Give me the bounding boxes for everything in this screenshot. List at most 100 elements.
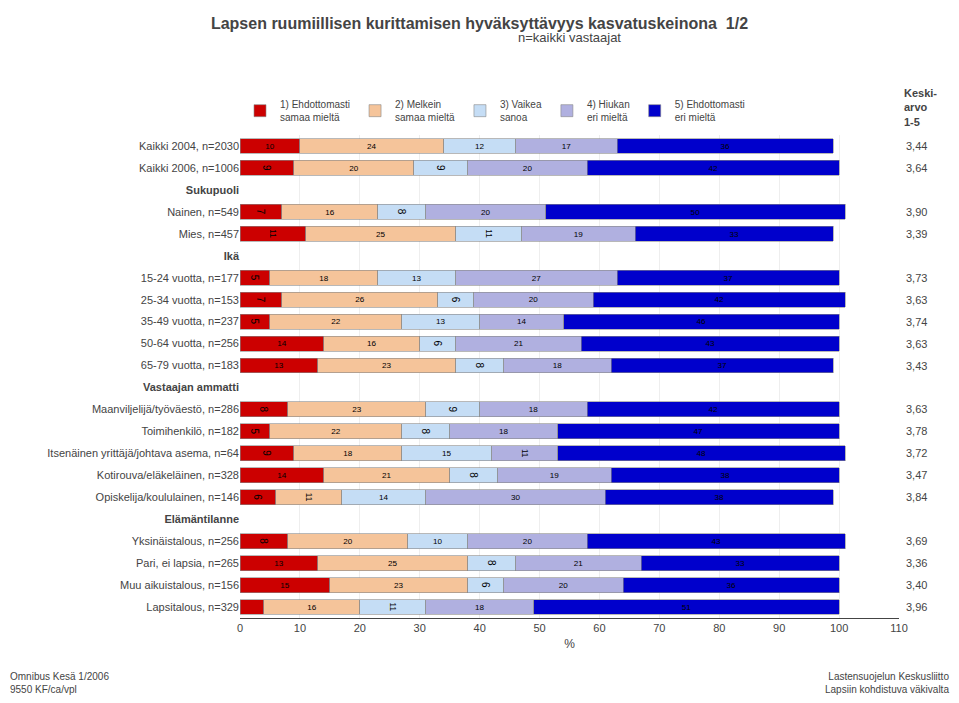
svg-text:23: 23	[352, 405, 362, 414]
svg-text:6: 6	[432, 341, 443, 347]
svg-text:10: 10	[265, 142, 275, 151]
svg-text:5: 5	[249, 275, 260, 281]
svg-text:14: 14	[517, 317, 527, 326]
svg-text:33: 33	[730, 230, 740, 239]
svg-text:3,84: 3,84	[906, 491, 927, 503]
svg-text:38: 38	[715, 493, 725, 502]
svg-text:Maanviljelijä/työväestö, n=286: Maanviljelijä/työväestö, n=286	[92, 403, 239, 415]
svg-text:11: 11	[484, 229, 493, 238]
svg-text:20: 20	[343, 537, 353, 546]
svg-text:3,47: 3,47	[906, 469, 927, 481]
svg-text:3,63: 3,63	[906, 403, 927, 415]
svg-text:4) Hiukaneri mieltä: 4) Hiukaneri mieltä	[587, 99, 630, 123]
svg-text:7: 7	[255, 209, 266, 215]
svg-text:3,69: 3,69	[906, 535, 927, 547]
svg-text:5: 5	[249, 319, 260, 325]
svg-text:10: 10	[294, 622, 306, 634]
svg-text:18: 18	[319, 274, 329, 283]
svg-text:21: 21	[514, 339, 524, 348]
svg-text:Itsenäinen yrittäjä/johtava as: Itsenäinen yrittäjä/johtava asema, n=64	[47, 447, 239, 459]
svg-text:Lapsitalous, n=329: Lapsitalous, n=329	[146, 601, 239, 613]
svg-text:6: 6	[480, 582, 491, 588]
svg-text:25: 25	[376, 230, 386, 239]
svg-text:14: 14	[277, 339, 287, 348]
svg-text:26: 26	[355, 295, 365, 304]
svg-text:8: 8	[474, 363, 485, 369]
svg-text:23: 23	[394, 581, 404, 590]
svg-text:51: 51	[682, 603, 692, 612]
svg-text:24: 24	[367, 142, 377, 151]
svg-text:%: %	[564, 637, 575, 651]
svg-text:11: 11	[520, 449, 529, 458]
svg-text:42: 42	[709, 405, 719, 414]
svg-text:Nainen, n=549: Nainen, n=549	[167, 206, 239, 218]
svg-text:16: 16	[367, 339, 377, 348]
svg-text:5: 5	[249, 428, 260, 434]
svg-text:20: 20	[349, 164, 359, 173]
svg-text:Ikä: Ikä	[224, 250, 240, 262]
svg-text:21: 21	[382, 471, 392, 480]
svg-text:43: 43	[712, 537, 722, 546]
svg-text:20: 20	[481, 208, 491, 217]
svg-text:Toimihenkilö, n=182: Toimihenkilö, n=182	[141, 425, 239, 437]
svg-text:Kotirouva/eläkeläinen, n=328: Kotirouva/eläkeläinen, n=328	[97, 469, 239, 481]
svg-text:9: 9	[261, 450, 272, 456]
svg-text:8: 8	[258, 406, 269, 412]
svg-text:38: 38	[721, 471, 731, 480]
svg-text:9: 9	[447, 406, 458, 412]
svg-text:37: 37	[724, 274, 734, 283]
svg-text:3,90: 3,90	[906, 206, 927, 218]
svg-text:3,64: 3,64	[906, 162, 927, 174]
svg-text:15: 15	[442, 449, 452, 458]
svg-text:3) Vaikeasanoa: 3) Vaikeasanoa	[500, 99, 542, 123]
svg-text:20: 20	[523, 164, 533, 173]
svg-text:8: 8	[468, 472, 479, 478]
svg-text:Vastaajan ammatti: Vastaajan ammatti	[143, 381, 239, 393]
svg-text:30: 30	[511, 493, 521, 502]
svg-text:8: 8	[396, 209, 407, 215]
svg-text:7: 7	[255, 297, 266, 303]
svg-text:13: 13	[274, 361, 284, 370]
svg-text:50-64 vuotta, n=256: 50-64 vuotta, n=256	[141, 337, 239, 349]
svg-text:Omnibus Kesä 1/20069550 KF/ca/: Omnibus Kesä 1/20069550 KF/ca/vpl	[10, 671, 109, 695]
svg-text:15: 15	[280, 581, 290, 590]
svg-text:n=kaikki vastaajat: n=kaikki vastaajat	[518, 30, 621, 45]
svg-text:11: 11	[388, 603, 397, 612]
svg-text:Mies, n=457: Mies, n=457	[179, 228, 239, 240]
svg-text:0: 0	[237, 622, 243, 634]
svg-text:48: 48	[697, 449, 707, 458]
svg-text:9: 9	[261, 165, 272, 171]
svg-text:25: 25	[388, 559, 398, 568]
svg-text:20: 20	[529, 295, 539, 304]
svg-text:12: 12	[475, 142, 485, 151]
svg-text:20: 20	[354, 622, 366, 634]
svg-text:11: 11	[304, 493, 313, 502]
svg-text:10: 10	[433, 537, 443, 546]
svg-text:18: 18	[553, 361, 563, 370]
svg-text:37: 37	[718, 361, 728, 370]
svg-text:15-24 vuotta, n=177: 15-24 vuotta, n=177	[141, 272, 239, 284]
svg-text:30: 30	[414, 622, 426, 634]
svg-text:Lastensuojelun KeskusliittoLap: Lastensuojelun KeskusliittoLapsiin kohdi…	[825, 671, 949, 695]
svg-text:8: 8	[486, 560, 497, 566]
svg-text:13: 13	[274, 559, 284, 568]
svg-text:100: 100	[830, 622, 848, 634]
svg-text:1) Ehdottomastisamaa mieltä: 1) Ehdottomastisamaa mieltä	[280, 99, 350, 123]
svg-text:3,36: 3,36	[906, 557, 927, 569]
svg-text:3,78: 3,78	[906, 425, 927, 437]
svg-text:21: 21	[574, 559, 584, 568]
svg-text:18: 18	[499, 427, 509, 436]
svg-text:42: 42	[709, 164, 719, 173]
svg-text:19: 19	[574, 230, 584, 239]
svg-text:8: 8	[258, 538, 269, 544]
svg-text:3,39: 3,39	[906, 228, 927, 240]
svg-text:27: 27	[532, 274, 542, 283]
svg-text:22: 22	[331, 427, 341, 436]
svg-text:80: 80	[713, 622, 725, 634]
svg-text:Sukupuoli: Sukupuoli	[186, 184, 239, 196]
svg-text:Pari, ei lapsia, n=265: Pari, ei lapsia, n=265	[136, 557, 239, 569]
svg-text:36: 36	[727, 581, 737, 590]
svg-text:3,96: 3,96	[906, 601, 927, 613]
svg-text:Muu aikuistalous, n=156: Muu aikuistalous, n=156	[120, 579, 239, 591]
svg-text:6: 6	[252, 494, 263, 500]
